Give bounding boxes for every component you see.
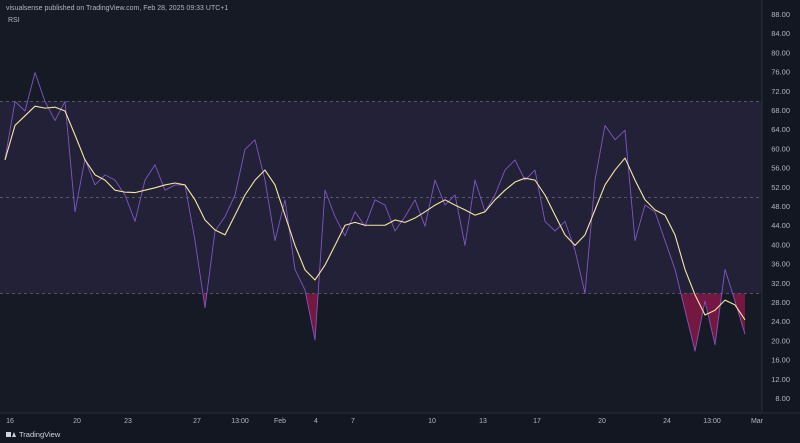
- y-tick-label: 32.00: [771, 279, 790, 288]
- series-line: [4, 72, 746, 352]
- y-tick-label: 12.00: [771, 375, 790, 384]
- x-tick-label: 23: [124, 418, 132, 425]
- y-tick-label: 60.00: [771, 144, 790, 153]
- x-tick-label: 20: [598, 418, 606, 425]
- x-tick-label: 24: [663, 418, 671, 425]
- x-tick-label: 13: [479, 418, 487, 425]
- x-tick-label: 7: [351, 418, 355, 425]
- axes: 8.00 12.00 16.00 20.00 24.00 28.00 32.00 36.00 4…: [6, 10, 790, 425]
- y-tick-label: 8.00: [775, 394, 790, 403]
- x-tick-label: 27: [193, 418, 201, 425]
- brand: TradingView: [19, 430, 61, 439]
- y-tick-label: 72.00: [771, 87, 790, 96]
- y-tick-label: 28.00: [771, 298, 790, 307]
- y-tick-label: 80.00: [771, 48, 790, 57]
- x-tick-label: Mar: [751, 418, 764, 425]
- y-tick-label: 68.00: [771, 106, 790, 115]
- x-tick-label: 4: [314, 418, 318, 425]
- x-tick-label: 10: [428, 418, 436, 425]
- y-tick-label: 84.00: [771, 29, 790, 38]
- y-tick-label: 88.00: [771, 10, 790, 19]
- y-tick-label: 76.00: [771, 68, 790, 77]
- y-tick-label: 24.00: [771, 317, 790, 326]
- y-tick-label: 40.00: [771, 240, 790, 249]
- plot-area: [0, 0, 762, 413]
- x-tick-label: 13:00: [231, 418, 249, 425]
- x-tick-label: 13:00: [703, 418, 721, 425]
- y-tick-label: 44.00: [771, 221, 790, 230]
- x-tick-label: 17: [533, 418, 541, 425]
- y-tick-label: 16.00: [771, 356, 790, 365]
- y-tick-label: 48.00: [771, 202, 790, 211]
- x-tick-label: 20: [73, 418, 81, 425]
- tradingview-logo: [6, 432, 16, 437]
- plot: [0, 72, 762, 352]
- y-tick-label: 52.00: [771, 183, 790, 192]
- x-tick-label: Feb: [274, 418, 286, 425]
- y-tick-label: 64.00: [771, 125, 790, 134]
- indicator-name: RSI: [8, 17, 20, 24]
- y-tick-label: 36.00: [771, 260, 790, 269]
- publisher-note: visualsense published on TradingView.com…: [6, 5, 228, 12]
- x-tick-label: 16: [6, 418, 14, 425]
- series-line: [4, 105, 746, 321]
- y-tick-label: 56.00: [771, 164, 790, 173]
- y-tick-label: 20.00: [771, 336, 790, 345]
